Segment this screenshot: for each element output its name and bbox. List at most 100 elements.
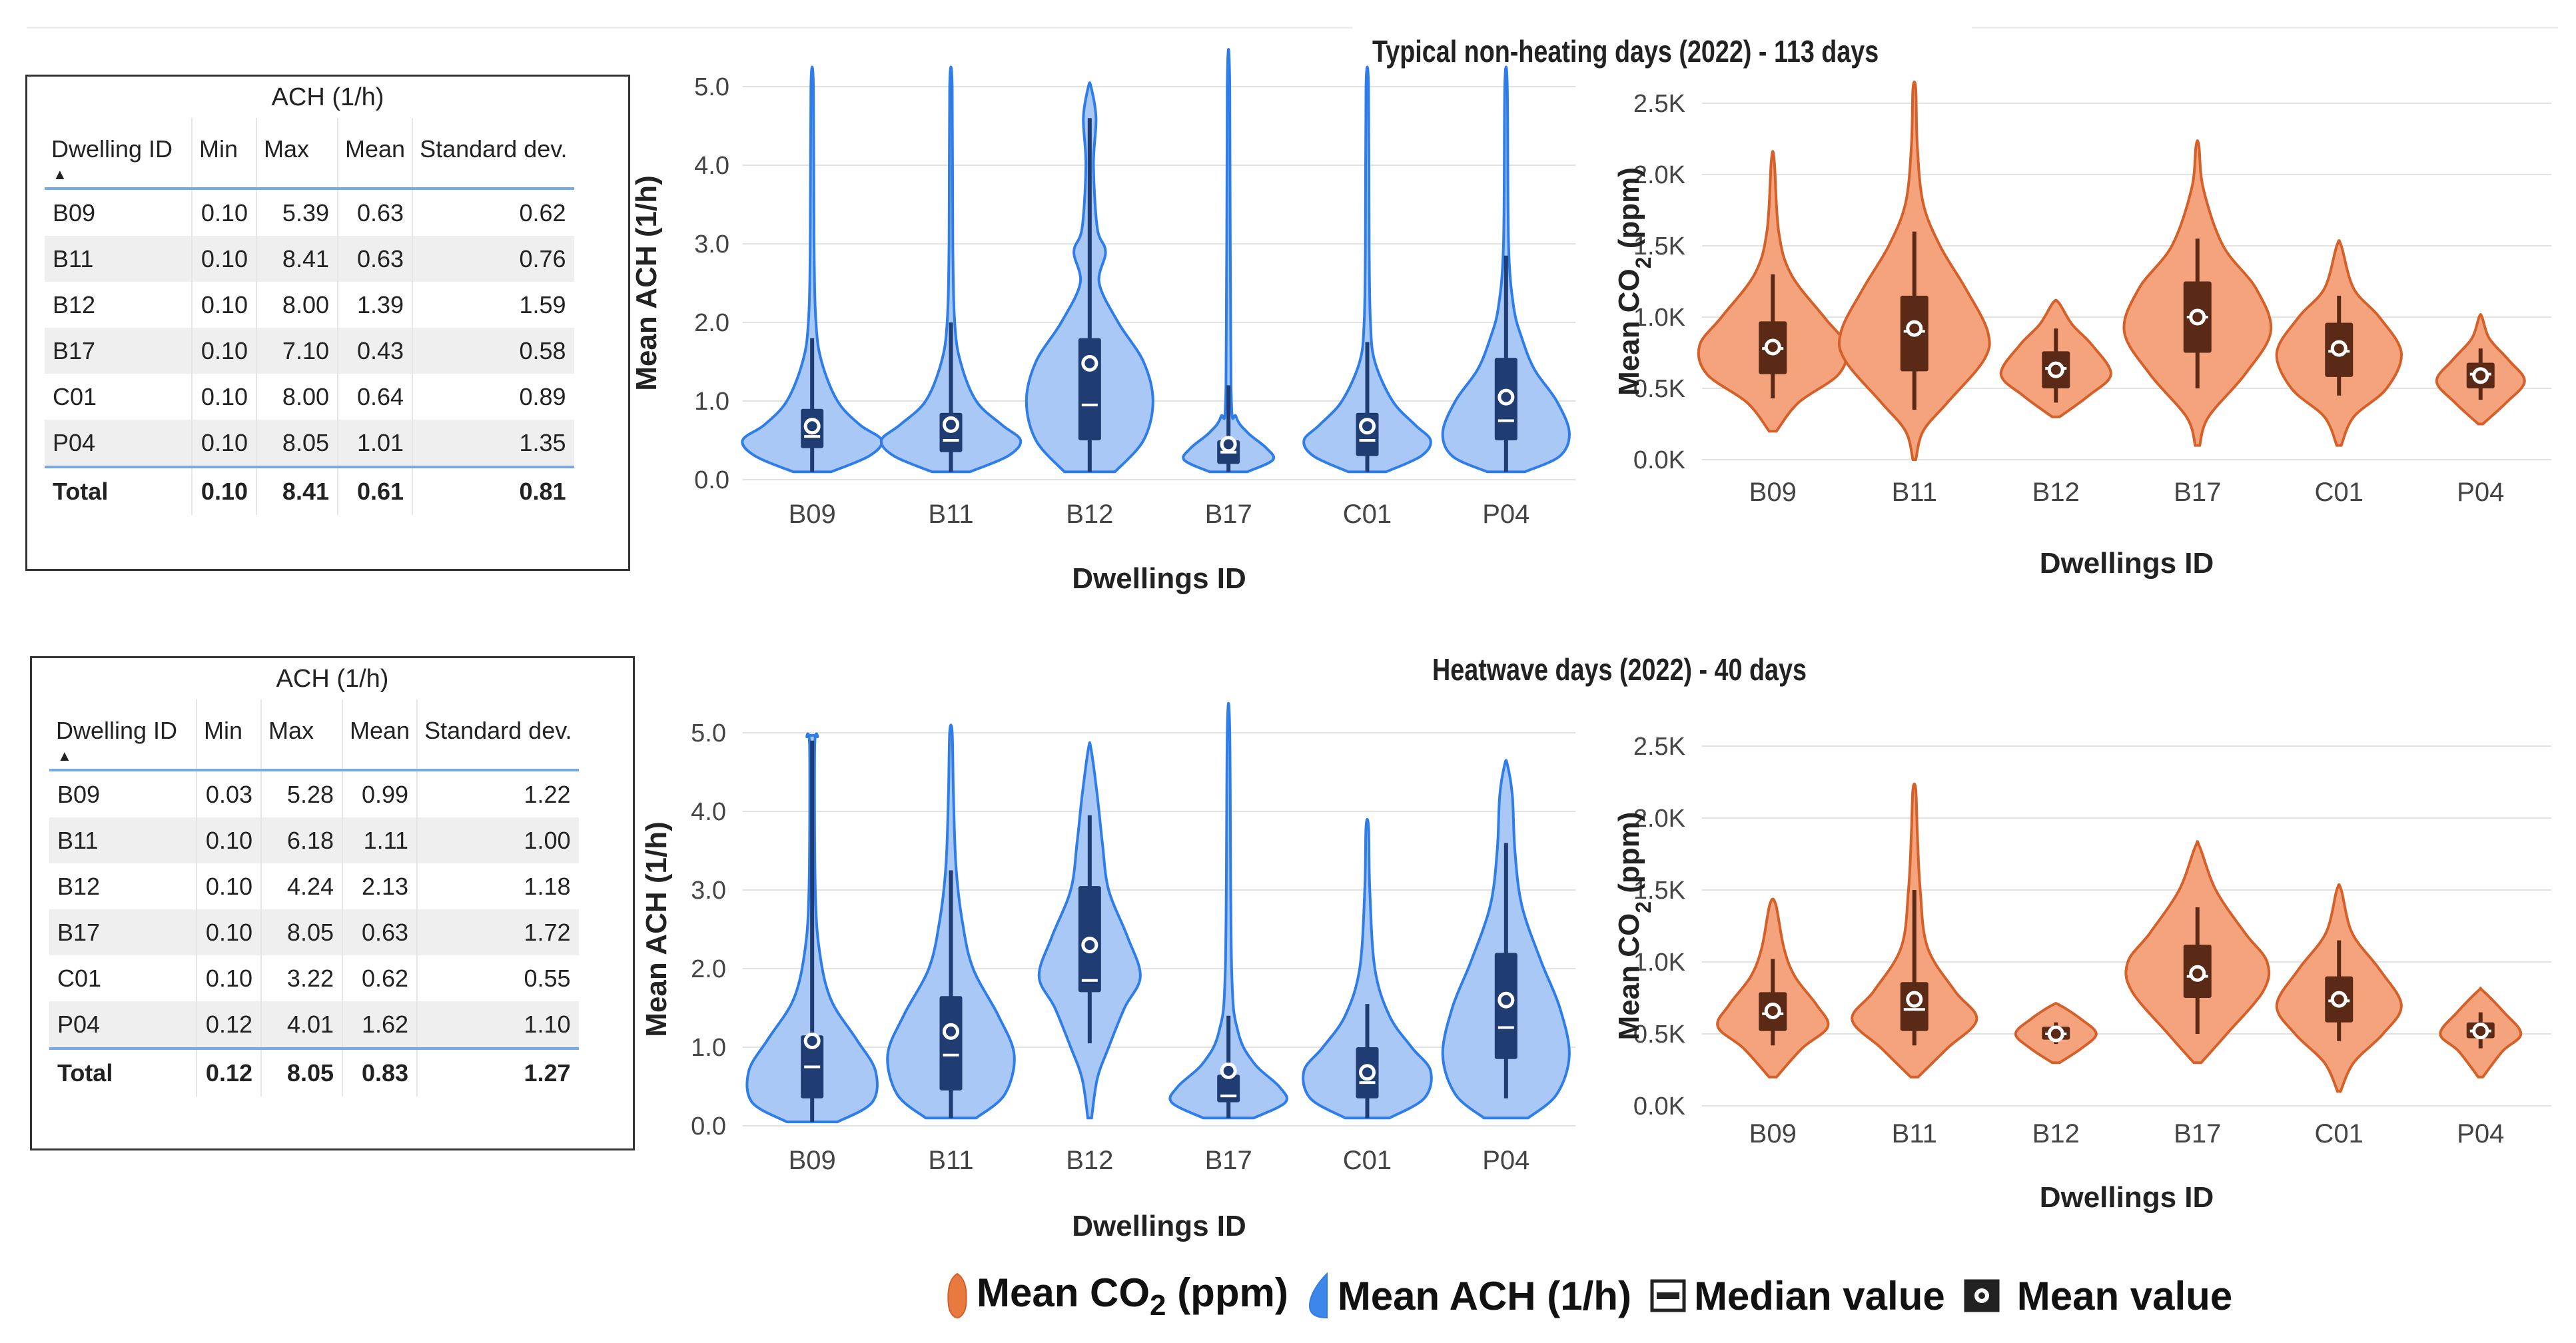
violin-B11[interactable] bbox=[1837, 80, 1991, 461]
table-row: P04 0.10 8.05 1.01 1.35 bbox=[45, 420, 574, 467]
violin-chart-co2-heatwave: 0.0K 0.5K 1.0K 1.5K 2.0K 2.5K Mean CO2 (ppm) Dw… bbox=[1613, 733, 2551, 1214]
header-min[interactable]: Min bbox=[197, 699, 262, 771]
violin-P04[interactable] bbox=[1441, 65, 1571, 474]
mean-dot bbox=[2330, 991, 2348, 1008]
violin-chart-ach-nonheating: 0.0 1.0 2.0 3.0 4.0 5.0 Mean ACH (1/h) Dwelling… bbox=[630, 48, 1575, 595]
mean-dot bbox=[2189, 308, 2206, 326]
violin-B17[interactable] bbox=[2122, 139, 2273, 447]
header-max[interactable]: Max bbox=[256, 118, 338, 190]
top-divider-left bbox=[27, 27, 1352, 29]
mean-dot-swatch-icon bbox=[1964, 1279, 2000, 1312]
violin-B12[interactable] bbox=[1999, 298, 2112, 418]
cell-id: B17 bbox=[49, 909, 197, 955]
mean-dot bbox=[1359, 1064, 1376, 1081]
x-tick-label: B11 bbox=[928, 500, 973, 529]
cell-mean: 0.63 bbox=[338, 189, 414, 236]
violin-P04[interactable] bbox=[1441, 759, 1571, 1120]
x-tick-label: C01 bbox=[2315, 1119, 2363, 1148]
cell-id: B09 bbox=[49, 770, 197, 817]
violin-C01[interactable] bbox=[1302, 817, 1433, 1120]
violin-B11[interactable] bbox=[1851, 782, 1978, 1079]
y-tick-label: 1.0K bbox=[1633, 304, 1685, 332]
cell-std: 1.18 bbox=[524, 872, 571, 900]
violin-B12[interactable] bbox=[2014, 1002, 2098, 1065]
violin-B17[interactable] bbox=[1182, 48, 1276, 474]
mean-dot bbox=[1764, 1002, 1781, 1019]
table-row: B12 0.10 4.24 2.13 1.18 bbox=[49, 863, 579, 909]
y-tick-label: 0.0K bbox=[1633, 1093, 1685, 1120]
table-header-row: Dwelling ID ▲ Min Max Mean Standard dev. bbox=[49, 699, 579, 771]
top-divider-right bbox=[1972, 27, 2558, 29]
violin-chart-co2-nonheating: 0.0K 0.5K 1.0K 1.5K 2.0K 2.5K Mean CO2 (ppm) Dw… bbox=[1613, 80, 2551, 580]
mean-dot bbox=[1498, 991, 1515, 1009]
violin-P04[interactable] bbox=[2439, 987, 2523, 1079]
y-tick-label: 4.0 bbox=[691, 798, 726, 826]
violin-C01[interactable] bbox=[1302, 65, 1432, 474]
cell-max: 5.28 bbox=[261, 770, 343, 817]
legend-item-median[interactable]: Median value bbox=[1650, 1273, 1945, 1319]
cell-max: 8.41 bbox=[256, 466, 338, 515]
y-tick-label: 1.0K bbox=[1633, 949, 1685, 977]
x-axis-label: Dwellings ID bbox=[1072, 562, 1246, 595]
cell-max: 8.05 bbox=[261, 1047, 343, 1097]
header-min[interactable]: Min bbox=[192, 118, 257, 190]
violin-B11[interactable] bbox=[886, 723, 1016, 1120]
sort-asc-icon: ▲ bbox=[53, 166, 67, 183]
table-title: ACH (1/h) bbox=[271, 83, 384, 111]
cell-std: 0.81 bbox=[412, 466, 574, 515]
violin-B17[interactable] bbox=[2124, 840, 2271, 1065]
violin-B12[interactable] bbox=[1037, 741, 1142, 1120]
header-mean[interactable]: Mean bbox=[342, 699, 418, 771]
violin-shape bbox=[1168, 702, 1288, 1120]
mean-dot bbox=[943, 416, 959, 433]
x-tick-label: B11 bbox=[1892, 1119, 1937, 1148]
y-tick-label: 3.0 bbox=[694, 230, 729, 258]
violin-B09[interactable] bbox=[741, 65, 884, 474]
cell-mean: 0.83 bbox=[342, 1047, 418, 1097]
legend-item-co2[interactable]: Mean CO2 (ppm) bbox=[946, 1270, 1288, 1322]
violin-B09[interactable] bbox=[1697, 150, 1849, 433]
violin-charts: 0.0 1.0 2.0 3.0 4.0 5.0 Mean ACH (1/h) Dwelling… bbox=[630, 48, 2551, 1242]
cell-id: B11 bbox=[45, 236, 193, 282]
header-dwelling-id[interactable]: Dwelling ID ▲ bbox=[45, 118, 193, 190]
table-title: ACH (1/h) bbox=[276, 665, 389, 693]
cell-mean: 0.61 bbox=[338, 466, 414, 515]
header-mean[interactable]: Mean bbox=[338, 118, 414, 190]
cell-mean: 1.39 bbox=[338, 282, 414, 328]
legend-item-mean[interactable]: Mean value bbox=[1964, 1273, 2232, 1319]
cell-std: 1.27 bbox=[417, 1047, 579, 1097]
violin-P04[interactable] bbox=[2435, 312, 2526, 426]
y-tick-label: 1.0 bbox=[691, 1034, 726, 1062]
cell-mean: 0.63 bbox=[338, 236, 414, 282]
violin-B09[interactable] bbox=[745, 732, 879, 1124]
cell-std: 0.76 bbox=[412, 236, 574, 282]
violin-B11[interactable] bbox=[879, 65, 1023, 474]
cell-mean: 0.64 bbox=[338, 374, 414, 420]
cell-min: 0.10 bbox=[192, 236, 257, 282]
header-max[interactable]: Max bbox=[261, 699, 343, 771]
violin-chart-ach-heatwave: 0.0 1.0 2.0 3.0 4.0 5.0 Mean ACH (1/h) Dwelling… bbox=[640, 702, 1575, 1242]
x-tick-label: B17 bbox=[2174, 1119, 2221, 1148]
violin-shape bbox=[1302, 65, 1432, 474]
table-total-row: Total 0.12 8.05 0.83 1.27 bbox=[49, 1047, 579, 1097]
table-row: B11 0.10 8.41 0.63 0.76 bbox=[45, 236, 574, 282]
header-std-dev[interactable]: Standard dev. bbox=[412, 118, 574, 190]
mean-dot bbox=[2189, 965, 2206, 982]
cell-id: C01 bbox=[49, 955, 197, 1001]
legend-item-ach[interactable]: Mean ACH (1/h) bbox=[1307, 1272, 1631, 1319]
violin-B09[interactable] bbox=[1716, 897, 1830, 1079]
y-tick-label: 5.0 bbox=[694, 73, 729, 101]
violin-B17[interactable] bbox=[1168, 702, 1288, 1120]
cell-min: 0.03 bbox=[197, 770, 262, 817]
header-std-dev[interactable]: Standard dev. bbox=[417, 699, 579, 771]
violin-C01[interactable] bbox=[2275, 883, 2403, 1093]
y-tick-label: 4.0 bbox=[694, 152, 729, 180]
y-tick-label: 1.5K bbox=[1633, 232, 1685, 260]
cell-id: B12 bbox=[49, 863, 197, 909]
violin-B12[interactable] bbox=[1025, 81, 1154, 474]
header-dwelling-id[interactable]: Dwelling ID ▲ bbox=[49, 699, 197, 771]
x-tick-label: B12 bbox=[2032, 478, 2080, 507]
x-tick-label: P04 bbox=[1482, 500, 1529, 529]
violin-C01[interactable] bbox=[2275, 238, 2403, 447]
x-tick-label: B09 bbox=[789, 500, 836, 529]
